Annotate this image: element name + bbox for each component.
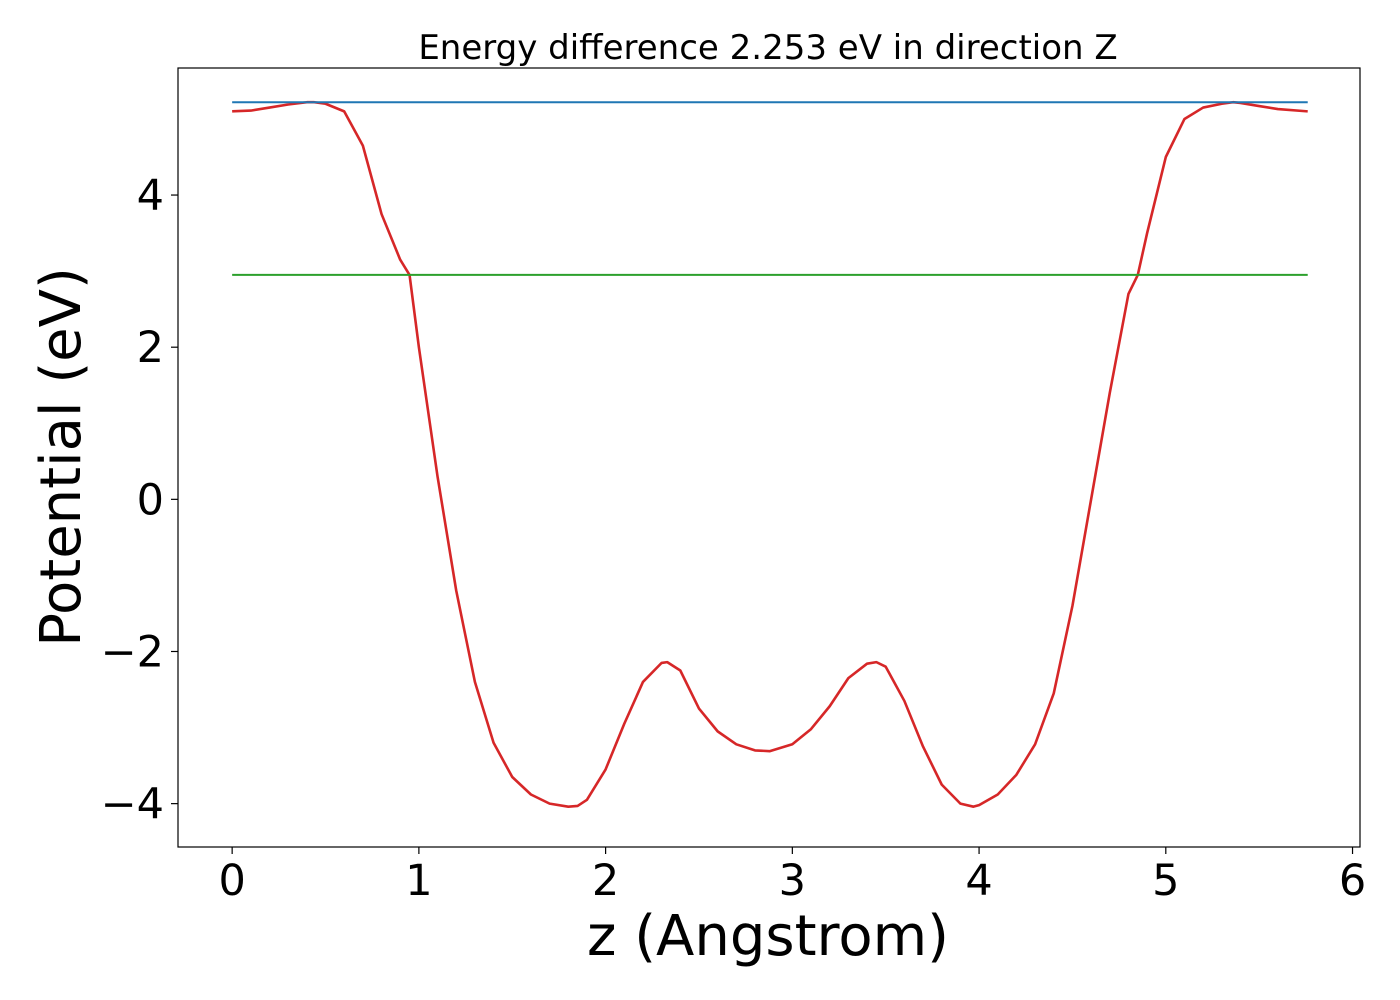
y-tick-label: −2 — [101, 627, 164, 677]
x-tick-label: 2 — [592, 856, 619, 906]
x-axis-title: z (Angstrom) — [587, 904, 949, 969]
x-tick-label: 3 — [779, 856, 806, 906]
y-tick-label: 2 — [137, 323, 164, 373]
x-tick-label: 4 — [965, 856, 992, 906]
y-axis: −4 −2 0 2 4 — [101, 171, 178, 830]
x-axis: 0 1 2 3 4 5 6 — [218, 847, 1366, 906]
y-tick-label: −4 — [101, 780, 164, 830]
y-tick-label: 4 — [137, 171, 164, 221]
series-layer — [232, 100, 1308, 808]
series-line-0 — [232, 100, 1308, 808]
plot-area-frame — [177, 67, 1361, 848]
y-tick-label: 0 — [137, 475, 164, 525]
x-tick-label: 6 — [1339, 856, 1366, 906]
x-tick-label: 0 — [218, 856, 245, 906]
x-tick-label: 1 — [405, 856, 432, 906]
chart-title: Energy difference 2.253 eV in direction … — [418, 28, 1117, 68]
x-tick-label: 5 — [1152, 856, 1179, 906]
y-axis-title: Potential (eV) — [29, 267, 94, 647]
